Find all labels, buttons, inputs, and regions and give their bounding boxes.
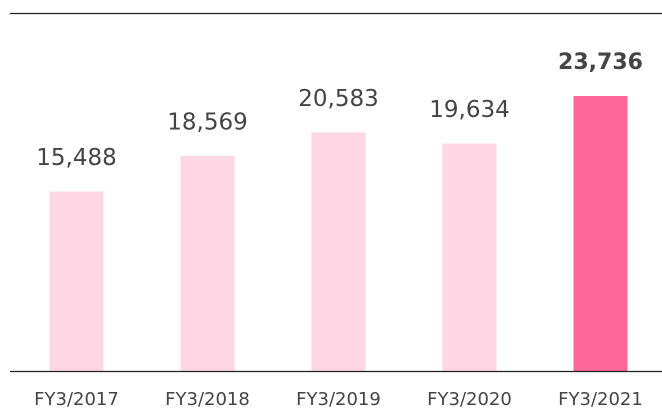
bar — [180, 155, 235, 371]
x-tick-label: FY3/2019 — [296, 389, 381, 410]
x-tick-label: FY3/2021 — [558, 389, 643, 410]
x-tick-label: FY3/2020 — [427, 389, 512, 410]
data-label: 15,488 — [36, 145, 116, 171]
data-label: 18,569 — [167, 109, 247, 135]
bar — [49, 191, 104, 371]
bar — [573, 96, 628, 371]
x-tick-label: FY3/2018 — [165, 389, 250, 410]
bar — [311, 132, 366, 371]
bar — [442, 143, 497, 371]
x-tick-label: FY3/2017 — [34, 389, 119, 410]
data-label: 20,583 — [298, 86, 378, 112]
data-label: 23,736 — [558, 50, 643, 75]
data-label: 19,634 — [429, 97, 509, 123]
